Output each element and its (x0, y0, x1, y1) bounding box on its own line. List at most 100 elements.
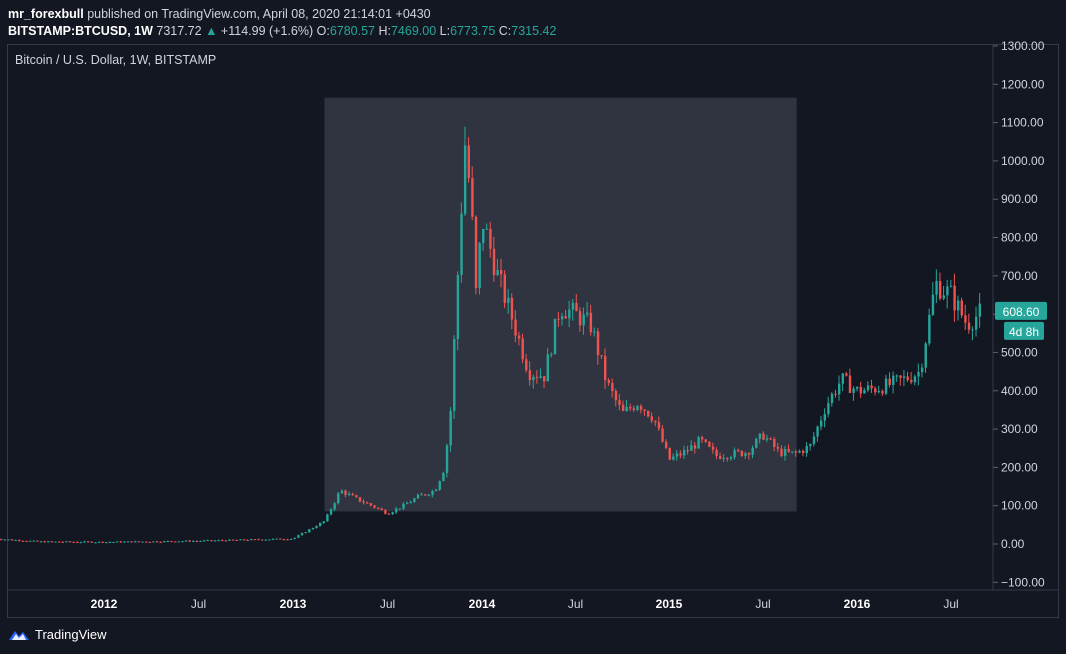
candle-body (672, 456, 675, 460)
candle-body (539, 376, 542, 378)
candle-body (675, 453, 679, 457)
candle-body (279, 538, 282, 540)
candle-body (257, 539, 260, 541)
highlight-rectangle[interactable] (324, 97, 797, 512)
candle-body (812, 436, 816, 445)
candle-body (275, 538, 278, 540)
candle-body (373, 505, 376, 508)
candle-body (94, 542, 97, 544)
candle-body (661, 428, 664, 442)
candle-body (155, 541, 159, 543)
candle-body (485, 228, 489, 230)
candle-body (163, 541, 166, 543)
published-text: published on TradingView.com, April 08, … (87, 7, 431, 21)
candle-body (456, 274, 460, 340)
price-change: +114.99 (+1.6%) (220, 24, 314, 38)
candle-body (964, 315, 967, 323)
candle-body (783, 449, 787, 456)
candle-body (496, 270, 499, 276)
candle-body (43, 541, 46, 543)
candle-body (54, 541, 57, 543)
candle-body (956, 300, 960, 311)
candle-body (76, 541, 79, 543)
candle-body (402, 503, 405, 509)
candle-body (130, 541, 133, 543)
footer-brand[interactable]: TradingView (35, 627, 107, 642)
candle-body (36, 540, 39, 542)
candle-body (260, 539, 264, 541)
candle-body (550, 354, 553, 356)
candle-body (564, 316, 567, 319)
candle-body (340, 490, 344, 494)
candle-body (47, 541, 50, 543)
candle-body (304, 532, 307, 534)
candle-body (737, 450, 740, 452)
candle-body (195, 541, 199, 543)
candle-body (460, 213, 463, 275)
y-tick-label: 900.00 (1001, 192, 1038, 206)
candle-body (625, 406, 628, 411)
open-label: O: (316, 24, 330, 38)
candle-body (499, 270, 503, 275)
candle-body (560, 316, 564, 320)
candle-body (975, 316, 978, 330)
candle-body (769, 438, 772, 440)
candle-body (582, 314, 585, 326)
candle-body (798, 450, 801, 453)
candle-body (621, 404, 625, 411)
candle-body (427, 494, 431, 496)
candle-body (463, 145, 467, 214)
time-badge (1004, 321, 1044, 340)
candle-body (152, 541, 155, 543)
candle-body (917, 372, 920, 377)
candle-body (376, 507, 380, 509)
candle-body (881, 391, 884, 394)
candle-body (10, 539, 14, 541)
candle-body (416, 494, 420, 499)
candle-body (72, 541, 75, 543)
up-arrow-icon: ▲ (205, 24, 218, 38)
candle-body (856, 386, 859, 389)
candle-body (362, 501, 365, 503)
candle-body (199, 540, 202, 542)
candle-body (924, 343, 927, 368)
y-tick-label: 700.00 (1001, 269, 1038, 283)
candle-body (877, 391, 881, 393)
candle-body (148, 541, 152, 543)
low-value: 6773.75 (450, 24, 496, 38)
chart-frame[interactable] (7, 44, 1059, 618)
candle-body (848, 375, 852, 393)
candle-body (39, 541, 43, 543)
candle-body (938, 281, 942, 299)
candle-body (657, 422, 661, 429)
candle-body (870, 385, 873, 389)
candle-body (701, 437, 704, 440)
candle-body (268, 539, 271, 541)
x-tick-label: 2012 (91, 597, 118, 611)
candle-body (600, 355, 603, 357)
candle-body (928, 314, 931, 344)
candle-body (438, 481, 441, 490)
candle-body (217, 540, 220, 542)
candle-body (816, 426, 819, 437)
candle-body (611, 382, 614, 391)
candle-body (910, 379, 913, 383)
candle-body (773, 439, 776, 447)
candle-body (604, 355, 607, 380)
candle-body (532, 376, 535, 381)
candle-body (177, 541, 181, 543)
candle-body (489, 228, 492, 249)
candle-body (57, 541, 61, 543)
candle-body (213, 540, 217, 542)
candle-body (639, 406, 643, 410)
candle-body (79, 542, 83, 544)
candle-body (543, 376, 546, 382)
candle-body (765, 438, 769, 440)
candle-body (311, 527, 315, 530)
candle-body (895, 375, 899, 377)
candle-body (697, 437, 700, 449)
candle-body (863, 390, 866, 394)
candle-body (442, 472, 445, 482)
author-name[interactable]: mr_forexbull (8, 7, 84, 21)
